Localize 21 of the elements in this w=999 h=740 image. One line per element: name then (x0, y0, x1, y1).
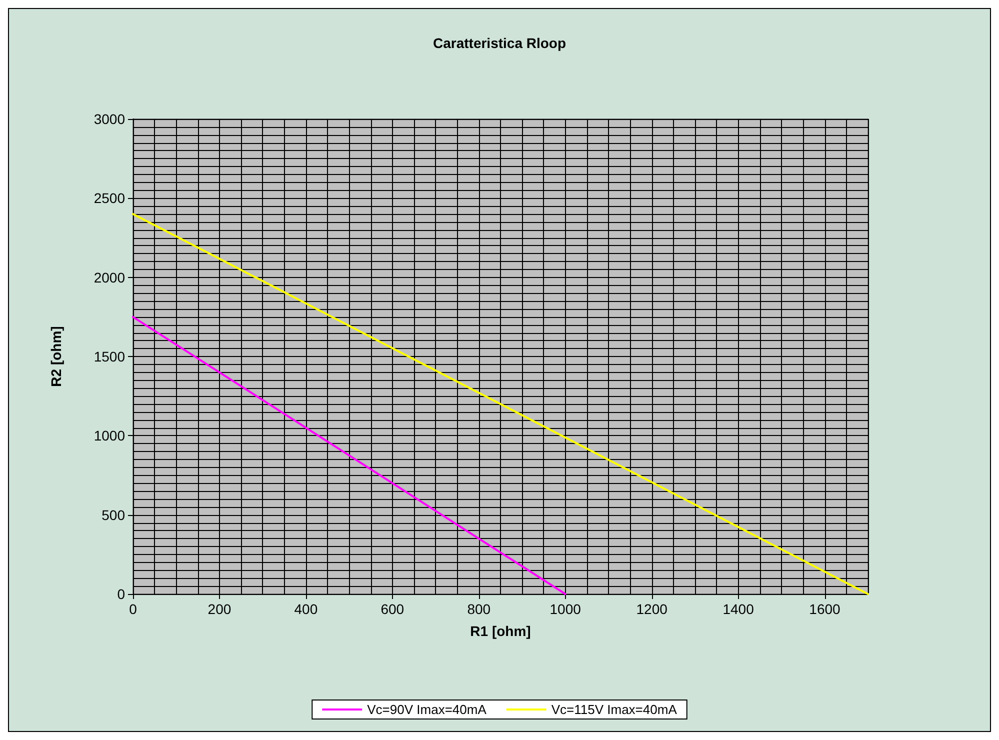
legend-label: Vc=90V Imax=40mA (367, 702, 487, 717)
x-tick-label: 0 (129, 601, 138, 617)
y-tick-label: 2500 (94, 190, 126, 206)
y-tick-label: 1000 (94, 428, 126, 444)
y-tick-label: 2000 (94, 269, 126, 286)
x-tick-label: 600 (380, 601, 404, 617)
y-tick-label: 500 (102, 506, 126, 523)
y-axis-title: R2 [ohm] (48, 326, 64, 387)
x-tick-label: 1000 (550, 601, 582, 617)
chart-title: Caratteristica Rloop (432, 35, 566, 51)
x-tick-label: 1400 (722, 601, 754, 617)
x-tick-label: 800 (467, 601, 491, 617)
x-tick-label: 1200 (636, 601, 668, 617)
x-axis-title: R1 [ohm] (470, 623, 531, 639)
y-tick-label: 1500 (94, 348, 126, 364)
y-tick-label: 3000 (94, 111, 126, 127)
legend-label: Vc=115V Imax=40mA (551, 702, 678, 717)
x-tick-label: 400 (294, 601, 318, 617)
y-tick-label: 0 (117, 586, 126, 602)
x-tick-label: 200 (208, 601, 232, 617)
x-tick-label: 1600 (809, 601, 841, 617)
